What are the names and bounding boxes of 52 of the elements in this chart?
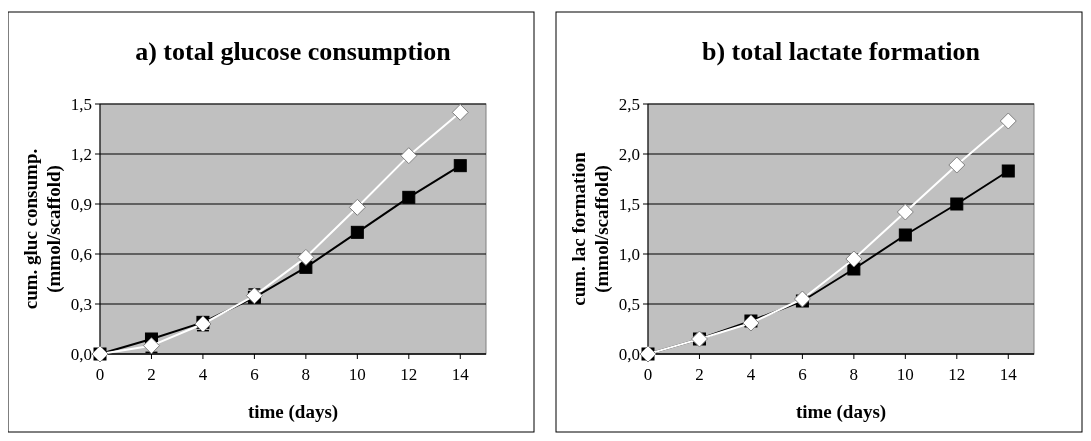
x-tick-label: 4 xyxy=(198,365,208,384)
y-tick-label: 0,9 xyxy=(70,195,92,214)
point xyxy=(845,250,863,268)
y-axis-title: cum. lac formation (mmol/scaffold) xyxy=(568,151,613,306)
x-tick-label: 14 xyxy=(999,365,1018,384)
y-tick-label: 1,5 xyxy=(70,95,92,114)
point xyxy=(793,290,811,308)
x-tick-label: 6 xyxy=(798,365,807,384)
chart-title: b) total lactate formation xyxy=(702,37,981,66)
x-tick-label: 2 xyxy=(695,365,704,384)
y-tick-label: 1,0 xyxy=(618,245,640,264)
point xyxy=(950,197,964,211)
y-tick-label: 0,0 xyxy=(618,345,640,364)
y-tick-label: 2,5 xyxy=(618,95,640,114)
point xyxy=(1001,164,1015,178)
x-tick-label: 4 xyxy=(746,365,756,384)
y-axis-title: cum. gluc consump. (mmol/scaffold) xyxy=(20,148,65,310)
x-tick-label: 12 xyxy=(400,365,418,384)
point xyxy=(350,225,364,239)
x-tick-label: 0 xyxy=(95,365,105,384)
x-axis-title: time (days) xyxy=(795,401,887,423)
x-tick-label: 8 xyxy=(849,365,859,384)
x-tick-label: 12 xyxy=(948,365,966,384)
point xyxy=(400,147,418,165)
y-tick-label: 0,5 xyxy=(618,295,640,314)
point xyxy=(896,203,914,221)
point xyxy=(948,156,966,174)
point xyxy=(194,315,212,333)
point xyxy=(297,248,315,266)
y-tick-label: 2,0 xyxy=(618,145,640,164)
y-tick-label: 1,5 xyxy=(618,195,640,214)
y-tick-label: 1,2 xyxy=(70,145,92,164)
point xyxy=(402,190,416,204)
point xyxy=(898,228,912,242)
point xyxy=(348,198,366,216)
y-tick-label: 0,0 xyxy=(70,345,92,364)
point xyxy=(742,314,760,332)
x-tick-label: 14 xyxy=(451,365,470,384)
x-tick-label: 0 xyxy=(643,365,653,384)
x-tick-label: 10 xyxy=(896,365,914,384)
x-tick-label: 6 xyxy=(250,365,259,384)
y-tick-label: 0,6 xyxy=(70,245,92,264)
x-tick-label: 8 xyxy=(301,365,311,384)
x-axis-title: time (days) xyxy=(247,401,339,423)
point xyxy=(451,103,469,121)
point xyxy=(142,337,160,355)
x-tick-label: 10 xyxy=(348,365,366,384)
y-tick-label: 0,3 xyxy=(70,295,92,314)
point xyxy=(453,159,467,173)
point xyxy=(999,112,1017,130)
chart-title: a) total glucose consumption xyxy=(135,37,452,66)
x-tick-label: 2 xyxy=(147,365,156,384)
